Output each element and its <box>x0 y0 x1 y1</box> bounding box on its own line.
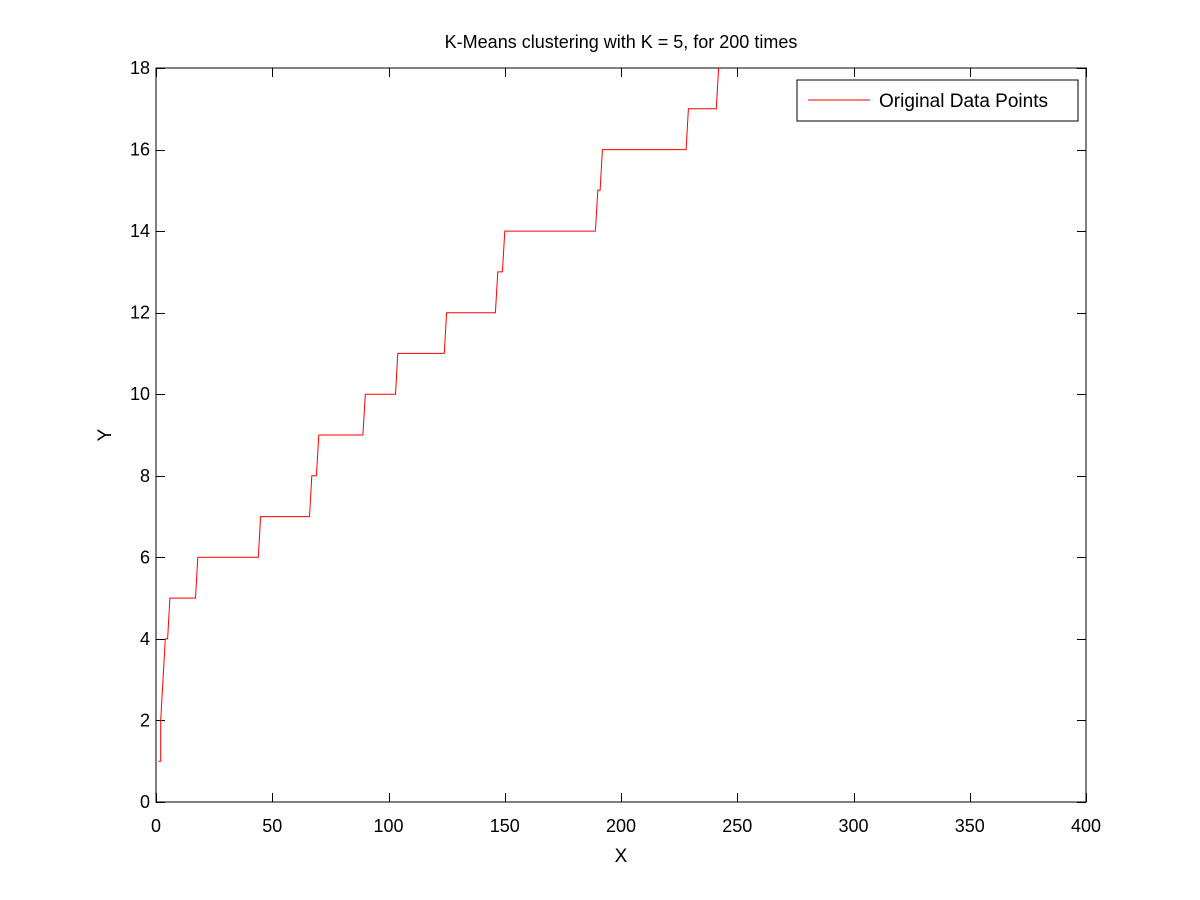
x-tick-label: 350 <box>955 816 985 836</box>
y-tick-label: 14 <box>130 221 150 241</box>
y-tick-label: 18 <box>130 58 150 78</box>
y-tick-label: 6 <box>140 547 150 567</box>
y-tick-label: 10 <box>130 384 150 404</box>
y-tick-label: 4 <box>140 629 150 649</box>
x-tick-label: 150 <box>490 816 520 836</box>
y-tick-label: 16 <box>130 140 150 160</box>
legend-entry-original-data-points: Original Data Points <box>879 91 1048 112</box>
x-tick-label: 200 <box>606 816 636 836</box>
y-tick-label: 8 <box>140 466 150 486</box>
series-line-original-data-points <box>158 67 720 762</box>
x-axis-label: X <box>615 846 628 867</box>
y-tick-label: 0 <box>140 792 150 812</box>
x-tick-label: 50 <box>262 816 282 836</box>
x-tick-labels: 0 50 100 150 200 250 300 350 400 <box>151 816 1101 836</box>
y-tick-label: 2 <box>140 710 150 730</box>
y-tick-labels: 0 2 4 6 8 10 12 14 16 18 <box>130 58 150 812</box>
x-tick-label: 100 <box>373 816 403 836</box>
legend: Original Data Points <box>796 79 1079 122</box>
y-tick-label: 12 <box>130 303 150 323</box>
plot-area-frame <box>155 67 1087 803</box>
tick-marks <box>156 68 1087 803</box>
y-axis-label: Y <box>95 428 116 441</box>
chart-title: K-Means clustering with K = 5, for 200 t… <box>445 32 798 52</box>
x-tick-label: 300 <box>838 816 868 836</box>
x-tick-label: 0 <box>151 816 161 836</box>
x-tick-label: 250 <box>722 816 752 836</box>
x-tick-label: 400 <box>1071 816 1101 836</box>
